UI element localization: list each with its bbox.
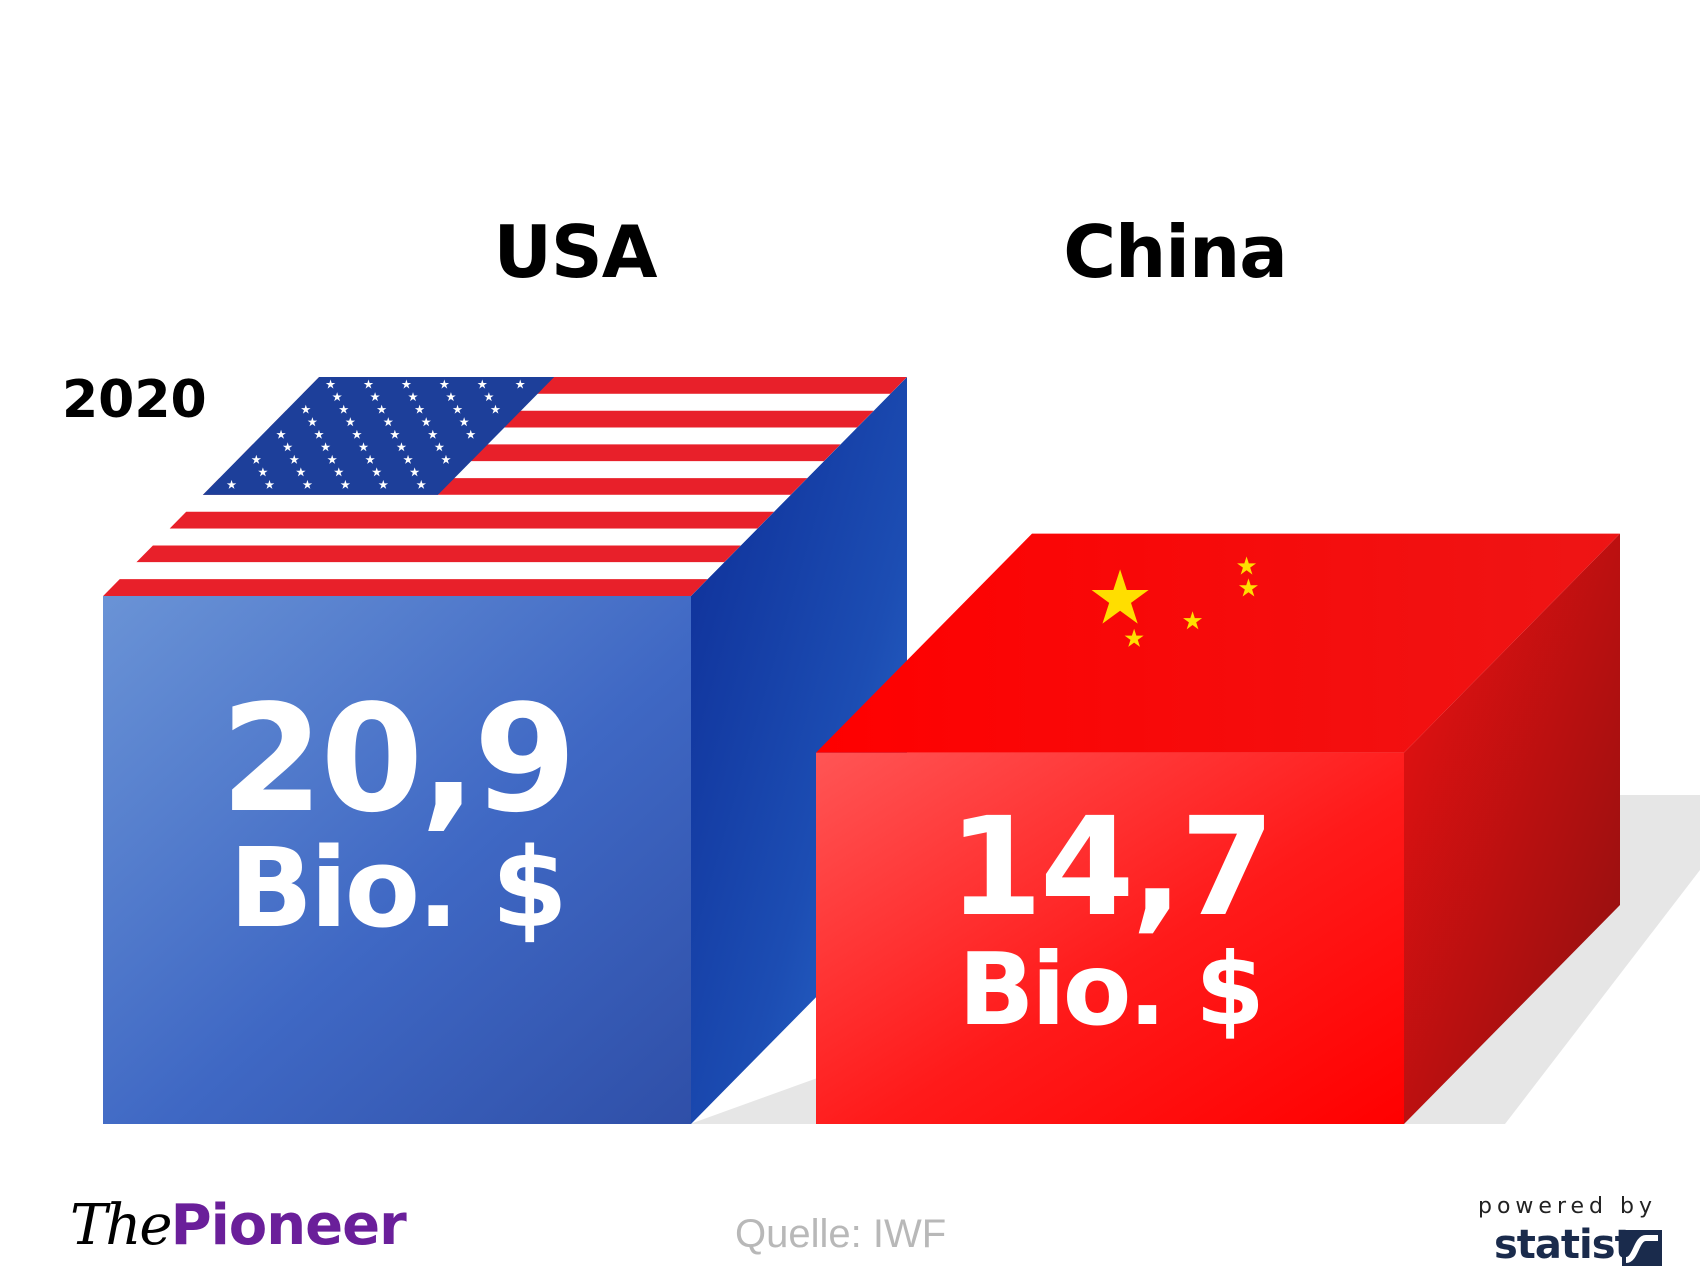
us-flag-icon	[103, 377, 907, 596]
china-flag-icon	[816, 533, 1620, 753]
powered-by-label: powered by	[1478, 1194, 1657, 1219]
flag-stripe	[152, 528, 758, 546]
flag-stripe	[119, 562, 725, 580]
value-label-usa: 20,9 Bio. $	[103, 685, 691, 943]
logo-pioneer: Pioneer	[170, 1193, 407, 1258]
flag-canton	[202, 377, 555, 495]
value-number-china: 14,7	[948, 789, 1275, 947]
source-note: Quelle: IWF	[735, 1212, 947, 1256]
value-unit-china: Bio. $	[958, 931, 1265, 1048]
logo-the: The	[70, 1193, 173, 1258]
year-label: 2020	[62, 370, 207, 430]
statista-logo-icon	[1622, 1230, 1662, 1266]
bar-usa-front	[103, 596, 691, 1124]
category-label-china: China	[1063, 210, 1288, 294]
bar-china	[816, 533, 1620, 1124]
value-number-usa: 20,9	[220, 673, 576, 845]
flag-stripe	[169, 511, 775, 529]
flag-stripe	[186, 494, 791, 512]
flag-stripe	[136, 545, 741, 563]
thepioneer-logo: ThePioneer	[70, 1198, 407, 1254]
bar-china-side	[1404, 533, 1620, 1124]
bar-china-front	[816, 752, 1404, 1124]
flag-stripe	[103, 579, 708, 596]
value-unit-usa: Bio. $	[229, 824, 568, 952]
category-label-usa: USA	[493, 210, 657, 294]
bar-usa	[103, 377, 907, 1124]
value-label-china: 14,7 Bio. $	[816, 800, 1404, 1040]
